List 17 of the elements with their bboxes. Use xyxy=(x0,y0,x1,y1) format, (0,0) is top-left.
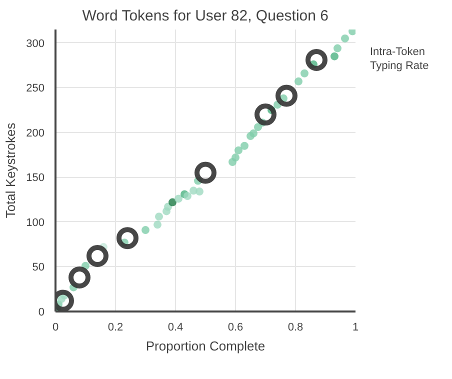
chart-title: Word Tokens for User 82, Question 6 xyxy=(82,8,328,24)
y-tick-label: 100 xyxy=(26,216,45,229)
y-tick-label: 300 xyxy=(26,38,45,50)
color-bar-title: Intra-Token Typing Rate xyxy=(370,45,430,73)
y-tick-label: 200 xyxy=(26,127,45,140)
x-tick-label: 0 xyxy=(52,322,59,334)
x-tick-label: 0.6 xyxy=(228,322,244,334)
x-tick-label: 0.4 xyxy=(168,322,184,334)
x-axis-title: Proportion Complete xyxy=(146,338,266,354)
y-tick-label: 150 xyxy=(26,172,45,184)
y-axis-title: Total Keystrokes xyxy=(3,122,18,218)
y-tick-label: 50 xyxy=(32,262,45,274)
y-tick-label: 250 xyxy=(26,82,45,95)
x-tick-label: 1 xyxy=(352,322,359,334)
x-tick-label: 0.8 xyxy=(288,322,304,334)
y-tick-label: 0 xyxy=(38,306,45,318)
x-tick-label: 0.2 xyxy=(108,322,124,334)
